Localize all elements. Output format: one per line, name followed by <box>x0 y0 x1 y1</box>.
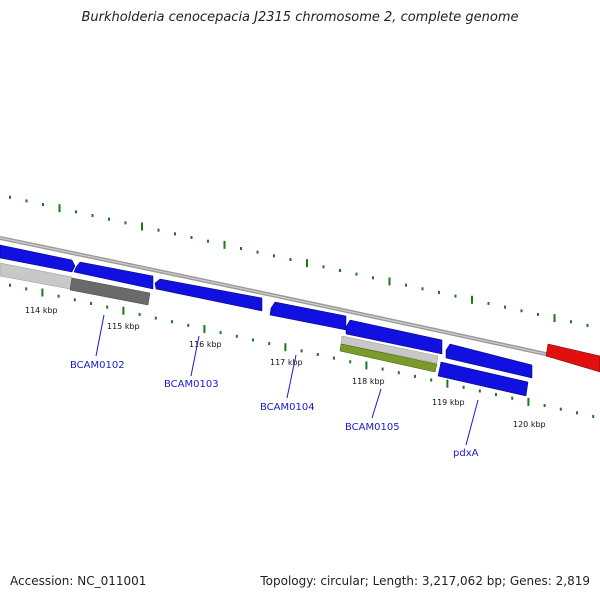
cds-arrow[interactable] <box>73 261 154 290</box>
map-title: Burkholderia cenocepacia J2315 chromosom… <box>81 10 519 25</box>
gene-leader-line <box>371 388 382 419</box>
cds-arrow[interactable] <box>154 278 263 312</box>
tick-label: 117 kbp <box>270 358 303 367</box>
grey-feature-dark[interactable] <box>69 277 151 306</box>
backbone-inner-line <box>0 237 600 367</box>
tick-label: 116 kbp <box>189 340 222 349</box>
gene-leader-line <box>190 335 200 377</box>
cds-arrow[interactable] <box>345 319 443 355</box>
tick-label: 115 kbp <box>107 322 140 331</box>
features-group <box>0 244 600 397</box>
gene-leader-line <box>95 314 105 357</box>
gene-leader-line <box>465 399 479 446</box>
gene-leader-line <box>286 354 297 399</box>
outer-tick-ring <box>9 195 589 327</box>
tick-label: 118 kbp <box>352 377 385 386</box>
cds-arrow-reverse[interactable] <box>437 361 529 397</box>
grey-feature-light[interactable] <box>340 335 439 364</box>
topology-text: Topology: circular; Length: 3,217,062 bp… <box>260 574 590 588</box>
gene-label[interactable]: pdxA <box>453 448 479 459</box>
gene-label[interactable]: BCAM0102 <box>70 360 125 371</box>
cds-arrow[interactable] <box>269 301 347 331</box>
tick-label: 114 kbp <box>25 306 58 315</box>
cds-arrow[interactable] <box>0 244 76 273</box>
tick-labels: 114 kbp 115 kbp 116 kbp 117 kbp 118 kbp 119 k… <box>25 306 546 429</box>
gene-label[interactable]: BCAM0105 <box>345 422 400 433</box>
olive-feature[interactable] <box>339 343 438 373</box>
cds-arrow[interactable] <box>445 343 533 379</box>
gene-label[interactable]: BCAM0104 <box>260 402 315 413</box>
tick-label: 120 kbp <box>513 420 546 429</box>
gene-label[interactable]: BCAM0103 <box>164 379 219 390</box>
cds-arrow-highlight[interactable] <box>545 343 600 373</box>
accession-text: Accession: NC_011001 <box>10 574 147 588</box>
inner-tick-ring <box>9 283 595 418</box>
tick-label: 119 kbp <box>432 398 465 407</box>
gene-labels: BCAM0102 BCAM0103 BCAM0104 BCAM0105 pdxA <box>70 314 479 459</box>
